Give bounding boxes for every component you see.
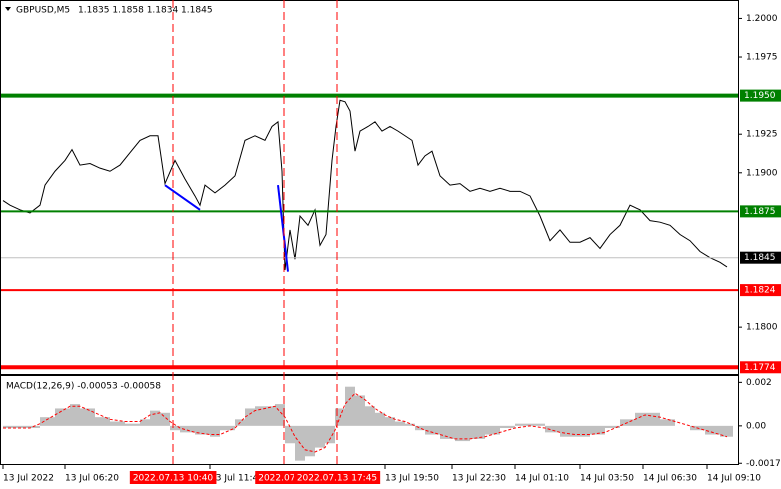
macd-bar — [470, 425, 485, 439]
macd-bar — [440, 425, 455, 439]
macd-bar — [590, 425, 605, 435]
level-label: 1.1875 — [744, 207, 776, 217]
x-tick-label: 13 Jul 19:50 — [385, 474, 439, 484]
macd-bar — [95, 417, 110, 426]
level-label: 1.1824 — [744, 286, 776, 296]
macd-bar — [125, 423, 140, 426]
vertical-marker-label: 2022.07.13 17:45 — [297, 474, 377, 484]
macd-bar — [375, 412, 385, 426]
macd-bar — [220, 425, 235, 431]
macd-bar — [55, 408, 70, 426]
macd-bar — [305, 425, 315, 457]
macd-bar — [355, 395, 365, 426]
macd-title: MACD(12,26,9) -0.00053 -0.00058 — [6, 382, 161, 392]
macd-bar — [705, 425, 720, 435]
macd-bar — [405, 423, 415, 426]
macd-bar — [720, 425, 727, 437]
x-tick-label: 13 Jul 06:20 — [65, 474, 119, 484]
level-label-bg — [740, 284, 781, 297]
macd-bar — [30, 425, 40, 429]
ohlc: 1.1835 1.1858 1.1834 1.1845 — [78, 6, 213, 16]
macd-bar — [140, 419, 150, 426]
macd-bar — [560, 425, 575, 437]
y-tick-label: 1.1925 — [746, 130, 778, 140]
macd-bar — [345, 386, 355, 426]
macd-bar — [110, 421, 125, 426]
price-line — [2, 99, 728, 271]
macd-bar — [455, 425, 470, 442]
macd-bar — [395, 421, 405, 426]
macd-bar — [415, 425, 425, 431]
panel-frame — [0, 375, 739, 465]
x-tick-label: 14 Jul 06:30 — [643, 474, 697, 484]
symbol-arrow — [5, 7, 11, 11]
macd-bar — [275, 404, 285, 426]
macd-bar — [255, 406, 265, 426]
macd-bar — [150, 410, 160, 426]
panel-frame — [0, 0, 739, 375]
macd-bar — [160, 412, 170, 426]
macd-bar — [515, 423, 530, 426]
y-tick-label: 1.1975 — [746, 53, 778, 63]
vertical-marker-label: 2022.07.13 — [258, 474, 310, 484]
macd-bar — [365, 406, 375, 426]
last-price-bg — [740, 251, 781, 264]
macd-bar — [170, 425, 180, 431]
macd-bar — [210, 425, 220, 437]
y-tick-label: -0.00172 — [746, 459, 781, 469]
macd-bar — [80, 408, 95, 426]
macd-bar — [15, 425, 30, 429]
signal-line — [3, 392, 728, 453]
x-tick-label: 13 Jul 11:40 — [210, 474, 264, 484]
macd-bar — [485, 425, 500, 435]
macd-bar — [325, 425, 335, 444]
last-price-label: 1.1845 — [744, 253, 776, 263]
macd-bar — [265, 406, 275, 426]
trendline — [164, 184, 201, 211]
y-tick-label: 0.002 — [746, 378, 772, 388]
macd-bar — [575, 425, 590, 437]
x-tick-label: 14 Jul 01:10 — [515, 474, 569, 484]
level-label: 1.1774 — [744, 363, 776, 373]
macd-bar — [635, 412, 645, 426]
vertical-marker-label-bg — [129, 471, 217, 484]
macd-bar — [385, 417, 395, 426]
trendline — [277, 185, 289, 272]
macd-bar — [545, 425, 560, 433]
x-tick-label: 13 Jul 2022 — [3, 474, 54, 484]
vertical-marker-label: 2022.07.13 10:40 — [133, 474, 214, 484]
x-tick-label: 14 Jul 09:10 — [707, 474, 761, 484]
level-label: 1.1950 — [744, 91, 776, 101]
macd-bar — [3, 425, 15, 429]
macd-bar — [285, 425, 295, 444]
macd-bar — [70, 404, 80, 426]
macd-bar — [660, 419, 675, 426]
y-tick-label: 1.1900 — [746, 168, 778, 178]
y-tick-label: 1.1800 — [746, 323, 778, 333]
level-label-bg — [740, 205, 781, 218]
y-tick-label: 1.2000 — [746, 14, 778, 24]
macd-bar — [245, 408, 255, 426]
macd-bar — [500, 425, 515, 429]
macd-bar — [530, 423, 545, 426]
vertical-marker-label-bg — [293, 471, 381, 484]
macd-bar — [40, 417, 55, 426]
level-label-bg — [740, 89, 781, 102]
macd-bar — [727, 425, 733, 437]
macd-bar — [195, 425, 210, 435]
level-label-bg — [740, 361, 781, 374]
symbol: GBPUSD,M5 — [16, 6, 70, 16]
x-tick-label: 14 Jul 03:50 — [580, 474, 634, 484]
macd-bar — [605, 425, 620, 429]
macd-bar — [180, 425, 195, 433]
macd-bar — [645, 412, 660, 426]
x-tick-label: 13 Jul 22:30 — [452, 474, 506, 484]
macd-bar — [315, 425, 325, 448]
y-tick-label: 0.00 — [746, 421, 766, 431]
macd-bar — [425, 425, 440, 435]
